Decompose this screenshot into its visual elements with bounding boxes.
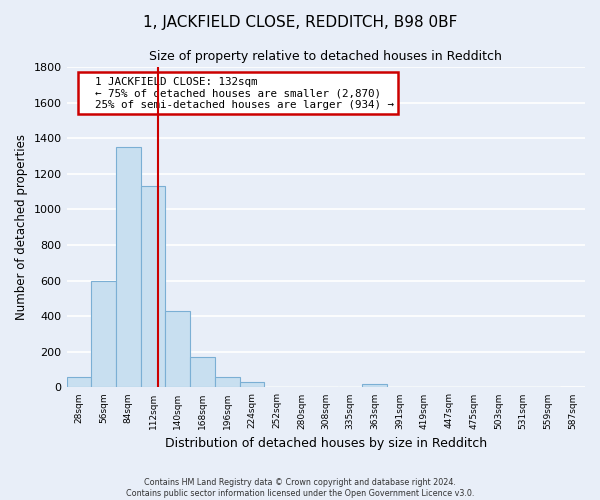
Text: Contains HM Land Registry data © Crown copyright and database right 2024.
Contai: Contains HM Land Registry data © Crown c…	[126, 478, 474, 498]
Bar	[215, 376, 239, 388]
Bar	[166, 311, 190, 388]
Bar	[141, 186, 166, 388]
Bar	[239, 382, 265, 388]
Bar	[67, 376, 91, 388]
Text: 1, JACKFIELD CLOSE, REDDITCH, B98 0BF: 1, JACKFIELD CLOSE, REDDITCH, B98 0BF	[143, 15, 457, 30]
Bar	[91, 280, 116, 388]
Bar	[362, 384, 387, 388]
Bar	[116, 147, 141, 388]
X-axis label: Distribution of detached houses by size in Redditch: Distribution of detached houses by size …	[165, 437, 487, 450]
Bar	[190, 357, 215, 388]
Text: 1 JACKFIELD CLOSE: 132sqm
  ← 75% of detached houses are smaller (2,870)
  25% o: 1 JACKFIELD CLOSE: 132sqm ← 75% of detac…	[82, 76, 394, 110]
Y-axis label: Number of detached properties: Number of detached properties	[15, 134, 28, 320]
Title: Size of property relative to detached houses in Redditch: Size of property relative to detached ho…	[149, 50, 502, 63]
